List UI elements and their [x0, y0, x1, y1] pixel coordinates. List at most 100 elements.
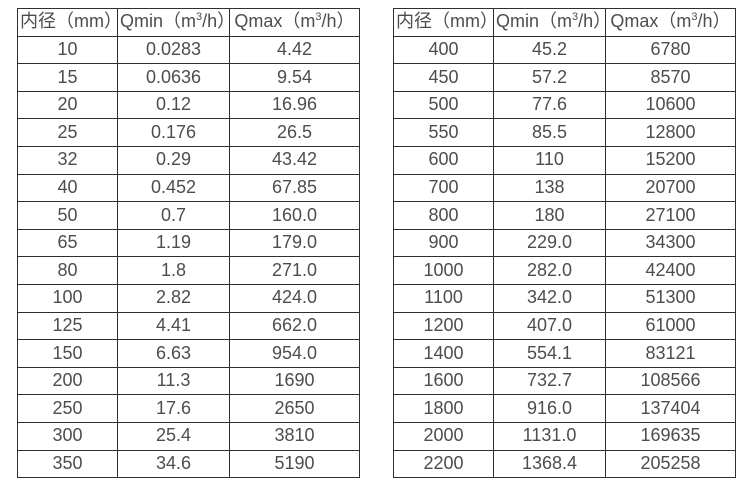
header-text: Qmax（m: [610, 11, 692, 32]
table-cell: 1200: [393, 311, 494, 341]
table-cell: 26.5: [229, 118, 360, 147]
table-cell: 600: [393, 145, 494, 175]
table-cell: 34300: [605, 228, 736, 258]
table-cell: 150: [17, 339, 118, 368]
table-cell: 1.19: [117, 228, 230, 258]
table-row: 1000 282.0 42400: [393, 256, 736, 285]
table-cell: 10: [17, 35, 118, 65]
table-row: 50 0.7 160.0: [17, 201, 360, 230]
table-cell: 10600: [605, 90, 736, 120]
table-cell: 11.3: [117, 366, 230, 396]
header-superscript: 3: [196, 11, 203, 24]
table-cell: 732.7: [493, 366, 606, 396]
table-cell: 407.0: [493, 311, 606, 341]
table-row: 1200 407.0 61000: [393, 311, 736, 341]
table-cell: 17.6: [117, 394, 230, 423]
table-cell: 32: [17, 145, 118, 175]
table-cell: 25.4: [117, 421, 230, 451]
table-cell: 1400: [393, 339, 494, 368]
table-row: 1600 732.7 108566: [393, 366, 736, 396]
table-cell: 137404: [605, 394, 736, 423]
table-cell: 34.6: [117, 449, 230, 479]
table-cell: 50: [17, 201, 118, 230]
table-cell: 1690: [229, 366, 360, 396]
table-cell: 160.0: [229, 201, 360, 230]
table-cell: 400: [393, 35, 494, 65]
table-row: 200 11.3 1690: [17, 366, 360, 396]
header-text: /h）: [321, 11, 355, 32]
table-cell: 110: [493, 145, 606, 175]
table-cell: 77.6: [493, 90, 606, 120]
table-cell: 2200: [393, 449, 494, 479]
table-cell: 0.7: [117, 201, 230, 230]
table-cell: 1131.0: [493, 421, 606, 451]
header-text: Qmin（m: [496, 11, 572, 32]
table-cell: 205258: [605, 449, 736, 479]
header-text: 内径（mm）: [396, 11, 494, 32]
table-cell: 25: [17, 118, 118, 147]
table-cell: 9.54: [229, 63, 360, 92]
table-cell: 43.42: [229, 145, 360, 175]
table-cell: 4.42: [229, 35, 360, 65]
table-cell: 125: [17, 311, 118, 341]
table-row: 800 180 27100: [393, 201, 736, 230]
header-text: 内径（mm）: [20, 11, 118, 32]
table-cell: 1368.4: [493, 449, 606, 479]
header-row: 内径（mm） Qmin（m3/h） Qmax（m3/h）: [17, 8, 360, 37]
table-cell: 108566: [605, 366, 736, 396]
table-cell: 0.452: [117, 173, 230, 203]
table-cell: 0.0636: [117, 63, 230, 92]
table-cell: 16.96: [229, 90, 360, 120]
table-cell: 200: [17, 366, 118, 396]
table-row: 450 57.2 8570: [393, 63, 736, 92]
table-body: 10 0.0283 4.42 15 0.0636 9.54 20 0.12 16.96 25 0.1…: [17, 35, 360, 479]
table-cell: 6.63: [117, 339, 230, 368]
table-cell: 1800: [393, 394, 494, 423]
header-row: 内径（mm） Qmin（m3/h） Qmax（m3/h）: [393, 8, 736, 37]
table-cell: 900: [393, 228, 494, 258]
table-cell: 0.0283: [117, 35, 230, 65]
table-row: 15 0.0636 9.54: [17, 63, 360, 92]
header-text: /h）: [697, 11, 731, 32]
table-cell: 662.0: [229, 311, 360, 341]
table-cell: 554.1: [493, 339, 606, 368]
table-row: 20 0.12 16.96: [17, 90, 360, 120]
table-cell: 83121: [605, 339, 736, 368]
table-cell: 45.2: [493, 35, 606, 65]
table-cell: 0.12: [117, 90, 230, 120]
table-cell: 3810: [229, 421, 360, 451]
table-cell: 61000: [605, 311, 736, 341]
table-cell: 5190: [229, 449, 360, 479]
table-cell: 954.0: [229, 339, 360, 368]
table-cell: 6780: [605, 35, 736, 65]
table-row: 1100 342.0 51300: [393, 283, 736, 313]
table-cell: 916.0: [493, 394, 606, 423]
table-cell: 40: [17, 173, 118, 203]
table-cell: 282.0: [493, 256, 606, 285]
table-cell: 8570: [605, 63, 736, 92]
header-text: Qmin（m: [120, 11, 196, 32]
table-cell: 100: [17, 283, 118, 313]
column-header-inner-diameter: 内径（mm）: [393, 8, 494, 37]
table-row: 700 138 20700: [393, 173, 736, 203]
table-cell: 450: [393, 63, 494, 92]
header-text: Qmax（m: [234, 11, 316, 32]
column-header-qmax: Qmax（m3/h）: [229, 8, 360, 37]
table-row: 300 25.4 3810: [17, 421, 360, 451]
table-cell: 65: [17, 228, 118, 258]
table-cell: 2000: [393, 421, 494, 451]
table-cell: 15: [17, 63, 118, 92]
table-row: 350 34.6 5190: [17, 449, 360, 479]
table-row: 1800 916.0 137404: [393, 394, 736, 423]
table-cell: 350: [17, 449, 118, 479]
table-cell: 169635: [605, 421, 736, 451]
table-row: 250 17.6 2650: [17, 394, 360, 423]
table-cell: 4.41: [117, 311, 230, 341]
table-cell: 2650: [229, 394, 360, 423]
table-row: 600 110 15200: [393, 145, 736, 175]
table-row: 100 2.82 424.0: [17, 283, 360, 313]
table-row: 25 0.176 26.5: [17, 118, 360, 147]
column-header-qmin: Qmin（m3/h）: [117, 8, 230, 37]
table-cell: 271.0: [229, 256, 360, 285]
table-row: 400 45.2 6780: [393, 35, 736, 65]
